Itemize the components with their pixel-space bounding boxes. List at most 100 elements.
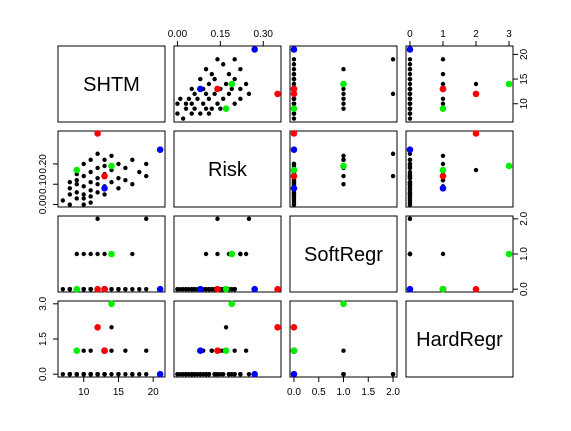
point (291, 192, 297, 197)
point (144, 286, 149, 292)
point (144, 216, 149, 222)
point (290, 146, 298, 153)
point (407, 86, 413, 92)
point (206, 96, 212, 102)
point (290, 90, 298, 98)
y-tick-label: 0.0 (519, 282, 530, 296)
x-tick-label: 1 (440, 29, 446, 40)
point (116, 186, 121, 191)
point (180, 116, 186, 121)
point (291, 200, 297, 205)
point (221, 96, 226, 102)
point (95, 216, 100, 222)
point (406, 285, 414, 293)
x-tick-label: 0.00 (168, 29, 188, 40)
x-tick-label: 15 (113, 387, 125, 398)
point (473, 81, 479, 87)
point (209, 71, 214, 77)
point (74, 182, 79, 187)
y-tick-label: 3.0 (38, 296, 49, 310)
point (183, 106, 189, 111)
point (200, 101, 206, 106)
point (238, 96, 243, 102)
point (195, 96, 200, 102)
point (407, 192, 413, 197)
point (407, 71, 413, 77)
x-tick-label: 20 (148, 387, 160, 398)
point (222, 347, 230, 355)
point (206, 371, 212, 377)
point (440, 57, 446, 62)
point (130, 157, 135, 163)
point (144, 173, 149, 179)
point (74, 177, 79, 183)
point (198, 76, 203, 82)
point (95, 175, 100, 181)
panel (405, 300, 514, 378)
variable-label: SoftRegr (304, 244, 383, 266)
point (440, 161, 446, 167)
point (203, 66, 209, 72)
point (407, 186, 413, 191)
point (74, 196, 79, 201)
point (130, 251, 135, 257)
point (226, 91, 232, 97)
point (186, 96, 192, 102)
point (290, 46, 298, 53)
point (274, 90, 281, 98)
point (238, 66, 243, 72)
point (246, 91, 252, 97)
panel (57, 45, 166, 123)
point (156, 285, 164, 293)
point (73, 285, 81, 293)
point (407, 62, 413, 67)
point (407, 116, 413, 121)
point (274, 323, 281, 331)
y-tick-label: 10 (519, 98, 530, 110)
point (472, 285, 480, 293)
point (340, 300, 347, 308)
point (156, 146, 164, 153)
point (73, 347, 81, 355)
point (251, 46, 258, 53)
point (390, 57, 396, 62)
point (212, 76, 217, 82)
point (341, 66, 346, 72)
point (88, 157, 93, 163)
point (109, 371, 114, 377)
point (94, 323, 101, 331)
point (238, 371, 243, 377)
point (197, 347, 204, 355)
point (291, 62, 297, 67)
point (116, 161, 121, 167)
point (218, 371, 223, 377)
point (67, 286, 73, 292)
point (407, 180, 413, 185)
point (88, 180, 93, 185)
point (183, 101, 189, 106)
panel (289, 130, 398, 208)
point (340, 80, 347, 88)
y-tick-label: 15 (519, 73, 530, 85)
point (341, 153, 346, 158)
point (101, 172, 108, 180)
point (390, 173, 396, 179)
point (102, 192, 107, 197)
point (290, 347, 298, 355)
panel (57, 300, 166, 378)
point (472, 90, 480, 98)
point (407, 163, 413, 169)
x-tick-label: 0.15 (211, 29, 231, 40)
point (246, 216, 252, 222)
panel (173, 300, 282, 378)
point (215, 216, 220, 222)
point (74, 251, 79, 257)
point (88, 251, 93, 257)
point (88, 200, 93, 205)
point (109, 348, 114, 353)
point (341, 101, 346, 106)
point (223, 325, 229, 330)
point (222, 285, 230, 293)
point (88, 194, 93, 199)
point (109, 153, 114, 158)
